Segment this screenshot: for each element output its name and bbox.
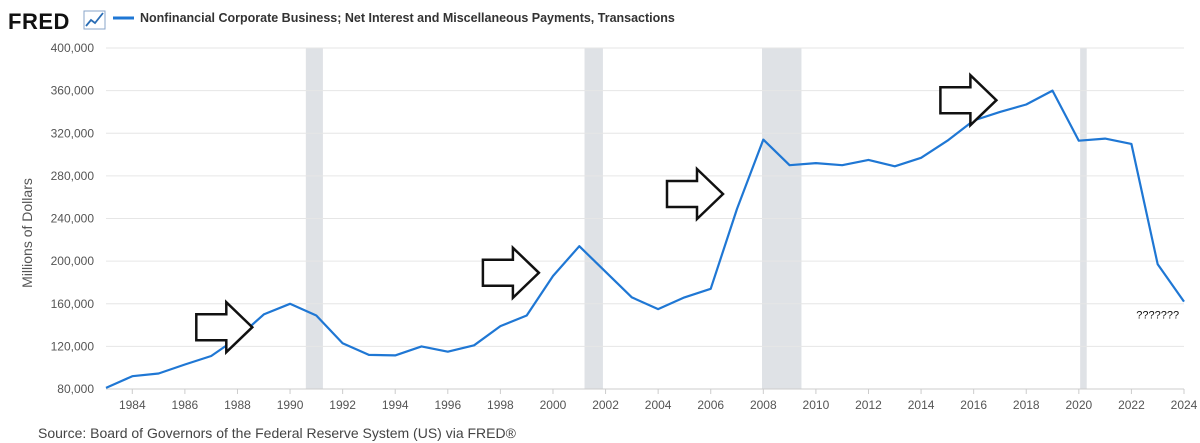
- series-line: [105, 89, 1185, 389]
- y-tick-label: 200,000: [51, 254, 95, 268]
- y-tick-label: 320,000: [51, 126, 95, 140]
- y-tick-label: 80,000: [57, 382, 94, 396]
- y-tick-label: 120,000: [51, 339, 95, 353]
- y-tick-label: 400,000: [51, 41, 95, 55]
- series-layer: [105, 89, 1185, 389]
- x-tick-label: 2002: [592, 398, 619, 412]
- x-tick-label: 2010: [803, 398, 830, 412]
- x-tick-label: 2018: [1013, 398, 1040, 412]
- x-tick-label: 2024: [1171, 398, 1198, 412]
- arrow-annotation: [481, 244, 541, 301]
- x-tick-label: 2012: [855, 398, 882, 412]
- x-tick-label: 2022: [1118, 398, 1145, 412]
- question-annotation: ???????: [1136, 309, 1179, 321]
- x-tick-label: 2006: [697, 398, 724, 412]
- legend-label: Nonfinancial Corporate Business; Net Int…: [140, 11, 675, 25]
- annotations: ???????: [195, 72, 1179, 356]
- arrow-annotation: [195, 299, 255, 356]
- y-tick-label: 160,000: [51, 297, 95, 311]
- arrow-annotation: [665, 166, 725, 222]
- y-tick-label: 360,000: [51, 84, 95, 98]
- x-tick-label: 1994: [382, 398, 409, 412]
- x-tick-label: 1988: [224, 398, 251, 412]
- x-tick-label: 2000: [540, 398, 567, 412]
- fred-logo: FRED: [8, 9, 70, 34]
- x-tick-label: 1998: [487, 398, 514, 412]
- arrow-annotation: [939, 72, 999, 129]
- y-axis: 80,000 120,000 160,000 200,000 240,000 280,00…: [51, 41, 95, 396]
- x-tick-label: 1984: [119, 398, 146, 412]
- x-tick-label: 2016: [960, 398, 987, 412]
- x-tick-label: 1996: [434, 398, 461, 412]
- x-axis: 1984 1986 1988 1990 1992 1994 1996 1998 2000 2002…: [106, 388, 1198, 412]
- x-tick-label: 2004: [645, 398, 672, 412]
- chart-line-icon: [83, 10, 106, 30]
- source-note: Source: Board of Governors of the Federa…: [38, 425, 517, 441]
- x-tick-label: 1990: [277, 398, 304, 412]
- y-tick-label: 240,000: [51, 212, 95, 226]
- x-tick-label: 1992: [329, 398, 356, 412]
- y-axis-title: Millions of Dollars: [19, 178, 35, 288]
- x-tick-label: 1986: [172, 398, 199, 412]
- x-tick-label: 2008: [750, 398, 777, 412]
- x-tick-label: 2014: [908, 398, 935, 412]
- y-tick-label: 280,000: [51, 169, 95, 183]
- x-tick-label: 2020: [1065, 398, 1092, 412]
- grid-lines: [106, 47, 1184, 390]
